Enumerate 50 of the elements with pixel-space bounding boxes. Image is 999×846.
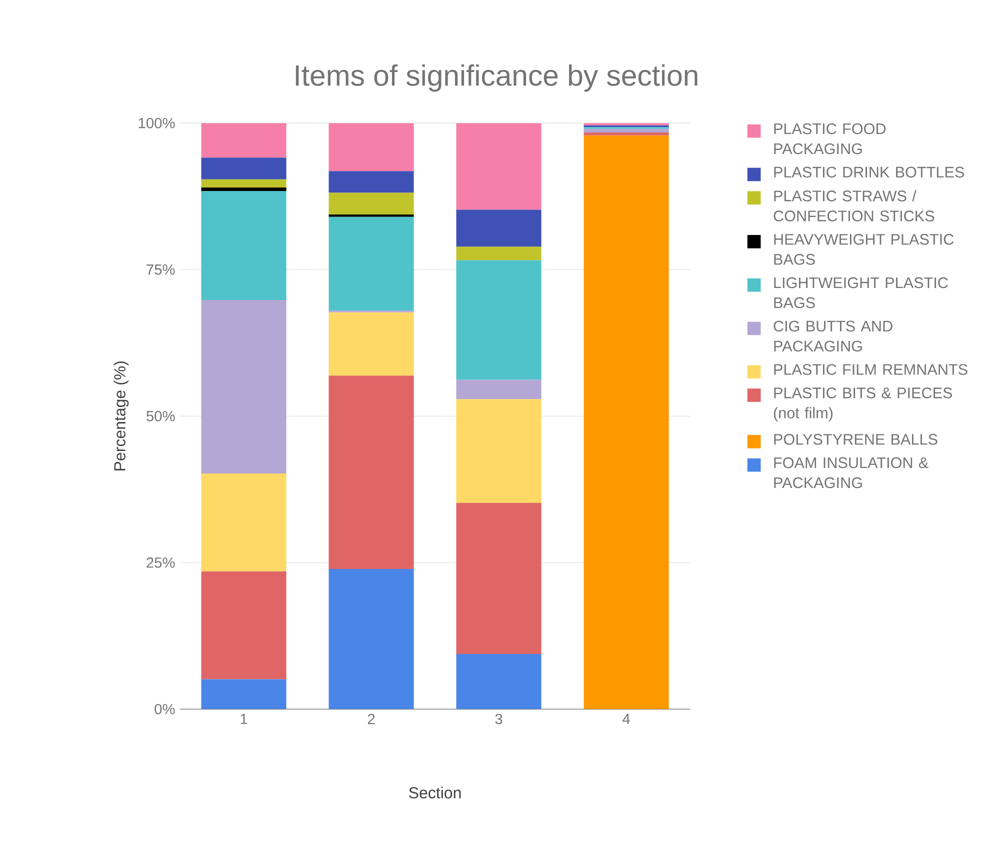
bar xyxy=(201,473,286,572)
x-tick-label: 3 xyxy=(495,714,502,724)
bar xyxy=(201,158,286,180)
bar xyxy=(456,260,542,380)
bar xyxy=(328,171,414,193)
bar xyxy=(328,568,414,710)
bar xyxy=(456,122,542,210)
bar xyxy=(201,571,286,680)
bar xyxy=(456,399,542,503)
legend-label: PLASTIC STRAWS / CONFECTION STICKS xyxy=(774,190,934,222)
bar xyxy=(328,122,414,172)
legend-label: PLASTIC FOOD PACKAGING xyxy=(774,123,886,154)
legend-label: POLYSTYRENE BALLS xyxy=(774,434,938,445)
legend-label: CIG BUTTS AND PACKAGING xyxy=(774,320,892,352)
bar xyxy=(201,300,286,474)
bar xyxy=(201,179,286,188)
y-tick-label: 100% xyxy=(138,118,175,128)
bar xyxy=(328,192,414,214)
y-tick-label: 75% xyxy=(146,264,175,275)
bar xyxy=(456,210,542,247)
bar xyxy=(456,654,542,710)
bar xyxy=(584,135,669,710)
bar xyxy=(584,132,669,136)
bar xyxy=(201,190,286,300)
chart-title: Items of significance by section xyxy=(296,64,698,92)
y-tick-label: 25% xyxy=(146,557,175,568)
x-axis-title: Section xyxy=(409,786,461,798)
bar xyxy=(201,187,286,191)
x-tick-label: 4 xyxy=(622,714,630,724)
legend-label: PLASTIC DRINK BOTTLES xyxy=(774,166,964,178)
y-axis-title: Percentage (%) xyxy=(114,361,129,470)
y-tick-label: 0% xyxy=(154,704,175,714)
bar xyxy=(201,679,286,710)
x-tick-label: 2 xyxy=(368,714,375,724)
legend-label: LIGHTWEIGHT PLASTIC BAGS xyxy=(774,277,948,308)
bar xyxy=(328,312,414,376)
legend-label: PLASTIC BITS & PIECES (not film) xyxy=(774,387,952,422)
bar xyxy=(456,380,542,400)
bar xyxy=(456,502,542,654)
bar xyxy=(456,246,542,260)
y-tick-label: 50% xyxy=(146,410,175,422)
bar xyxy=(328,216,414,311)
bar xyxy=(201,122,286,158)
legend-label: FOAM INSULATION & PACKAGING xyxy=(774,457,928,488)
bar xyxy=(328,214,414,217)
legend-label: HEAVYWEIGHT PLASTIC BAGS xyxy=(774,234,954,265)
legend-label: PLASTIC FILM REMNANTS xyxy=(774,364,968,375)
bar xyxy=(328,376,414,569)
bar xyxy=(584,128,669,132)
x-tick-label: 1 xyxy=(240,714,248,724)
